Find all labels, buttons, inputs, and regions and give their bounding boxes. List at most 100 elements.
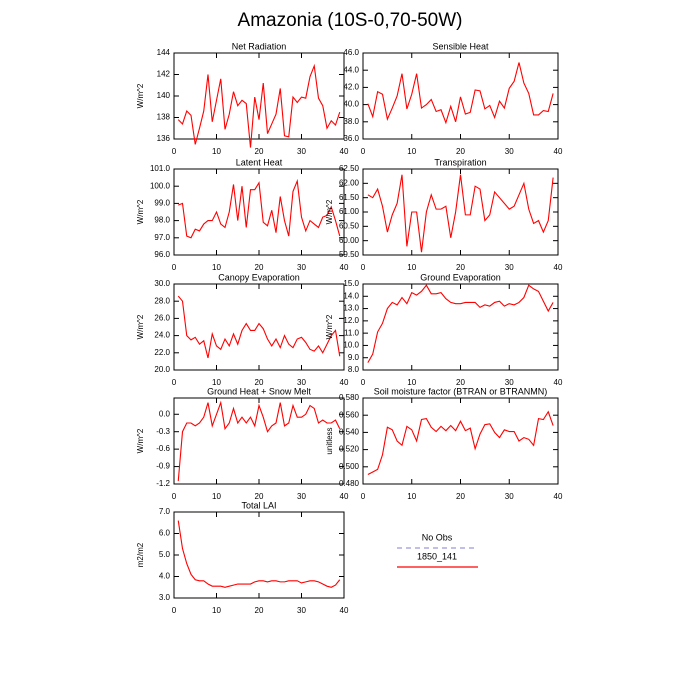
x-tick-label: 10 xyxy=(407,263,416,272)
y-tick-label: 13.0 xyxy=(343,304,359,313)
plot-frame xyxy=(362,283,559,371)
x-tick-label: 40 xyxy=(340,263,349,272)
y-axis-label: m2/m2 xyxy=(136,542,145,567)
panel-title: Transpiration xyxy=(434,157,486,167)
y-axis-label: W/m^2 xyxy=(325,314,334,339)
y-tick-label: 15.0 xyxy=(343,279,359,288)
y-tick-label: 61.00 xyxy=(339,207,360,216)
x-tick-label: 20 xyxy=(456,263,465,272)
x-tick-label: 40 xyxy=(340,378,349,387)
y-tick-label: 22.0 xyxy=(154,348,170,357)
x-tick-label: 0 xyxy=(361,263,366,272)
x-tick-label: 0 xyxy=(361,492,366,501)
y-axis-label: W/m^2 xyxy=(136,83,145,108)
x-tick-label: 40 xyxy=(554,378,563,387)
x-tick-label: 40 xyxy=(340,492,349,501)
data-line xyxy=(367,62,554,125)
y-axis-label: W/m^2 xyxy=(325,199,334,224)
x-tick-label: 0 xyxy=(172,263,177,272)
x-tick-label: 20 xyxy=(255,492,264,501)
x-tick-label: 30 xyxy=(505,492,514,501)
y-tick-label: 7.0 xyxy=(159,507,171,516)
y-tick-label: 0.560 xyxy=(339,410,360,419)
y-tick-label: 38.0 xyxy=(343,117,359,126)
x-tick-label: 40 xyxy=(554,263,563,272)
x-tick-label: 30 xyxy=(505,263,514,272)
data-line xyxy=(178,178,341,239)
y-tick-label: 8.0 xyxy=(348,365,360,374)
y-tick-label: 10.0 xyxy=(343,341,359,350)
x-tick-label: 0 xyxy=(172,147,177,156)
x-tick-label: 10 xyxy=(212,147,221,156)
x-tick-label: 0 xyxy=(172,606,177,615)
y-tick-label: 0.540 xyxy=(339,428,360,437)
y-tick-label: 136 xyxy=(157,134,171,143)
y-tick-label: 99.0 xyxy=(154,199,170,208)
y-tick-label: 59.50 xyxy=(339,250,360,259)
y-tick-label: 28.0 xyxy=(154,296,170,305)
data-line xyxy=(367,284,554,363)
x-tick-label: 10 xyxy=(407,378,416,387)
y-tick-label: 26.0 xyxy=(154,314,170,323)
y-tick-label: 62.50 xyxy=(339,164,360,173)
data-line xyxy=(177,520,341,588)
plot-frame xyxy=(173,283,345,371)
y-tick-label: 144 xyxy=(157,48,171,57)
y-tick-label: 138 xyxy=(157,113,171,122)
x-tick-label: 20 xyxy=(255,606,264,615)
y-tick-label: 42.0 xyxy=(343,83,359,92)
y-axis-label: W/m^2 xyxy=(136,314,145,339)
y-tick-label: 0.520 xyxy=(339,445,360,454)
y-tick-label: -0.9 xyxy=(156,462,170,471)
data-line xyxy=(367,410,554,476)
y-tick-label: 62.00 xyxy=(339,178,360,187)
plot-frame xyxy=(173,397,345,485)
x-tick-label: 10 xyxy=(212,606,221,615)
y-tick-label: 24.0 xyxy=(154,331,170,340)
y-tick-label: 30.0 xyxy=(154,279,170,288)
y-tick-label: 9.0 xyxy=(348,353,360,362)
y-tick-label: -0.6 xyxy=(156,444,170,453)
x-tick-label: 10 xyxy=(407,147,416,156)
y-axis-label: W/m^2 xyxy=(136,199,145,224)
panel-title: Total LAI xyxy=(241,500,276,510)
panel-title: Ground Evaporation xyxy=(420,272,501,282)
panel-title: Canopy Evaporation xyxy=(218,272,300,282)
data-line xyxy=(177,295,341,359)
y-tick-label: -1.2 xyxy=(156,479,170,488)
x-tick-label: 20 xyxy=(255,147,264,156)
y-tick-label: -0.3 xyxy=(156,427,170,436)
x-tick-label: 40 xyxy=(554,492,563,501)
panel-title: Latent Heat xyxy=(236,157,283,167)
y-tick-label: 61.50 xyxy=(339,193,360,202)
data-line xyxy=(177,63,341,148)
x-tick-label: 30 xyxy=(505,147,514,156)
y-tick-label: 140 xyxy=(157,91,171,100)
x-tick-label: 30 xyxy=(297,606,306,615)
panel-title: Net Radiation xyxy=(232,41,287,51)
legend-label: No Obs xyxy=(422,532,453,542)
y-tick-label: 14.0 xyxy=(343,291,359,300)
y-tick-label: 4.0 xyxy=(159,572,171,581)
x-tick-label: 30 xyxy=(297,263,306,272)
plot-frame xyxy=(362,168,559,256)
legend-label: 1850_141 xyxy=(417,551,457,561)
x-tick-label: 40 xyxy=(554,147,563,156)
y-tick-label: 0.500 xyxy=(339,462,360,471)
y-tick-label: 40.0 xyxy=(343,100,359,109)
x-tick-label: 20 xyxy=(456,147,465,156)
x-tick-label: 10 xyxy=(407,492,416,501)
y-tick-label: 60.00 xyxy=(339,236,360,245)
plot-frame xyxy=(173,511,345,599)
y-tick-label: 6.0 xyxy=(159,529,171,538)
data-line xyxy=(177,400,341,482)
x-tick-label: 30 xyxy=(297,492,306,501)
x-tick-label: 10 xyxy=(212,492,221,501)
y-tick-label: 142 xyxy=(157,70,171,79)
y-tick-label: 44.0 xyxy=(343,65,359,74)
x-tick-label: 10 xyxy=(212,263,221,272)
y-tick-label: 96.0 xyxy=(154,250,170,259)
panel-title: Sensible Heat xyxy=(432,41,489,51)
x-tick-label: 0 xyxy=(172,378,177,387)
